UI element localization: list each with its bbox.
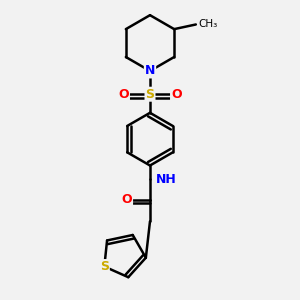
Text: O: O bbox=[122, 193, 132, 206]
Text: O: O bbox=[171, 88, 182, 101]
Text: S: S bbox=[146, 88, 154, 101]
Text: O: O bbox=[118, 88, 129, 101]
Text: S: S bbox=[100, 260, 109, 273]
Text: NH: NH bbox=[156, 173, 176, 186]
Text: CH₃: CH₃ bbox=[198, 20, 218, 29]
Text: N: N bbox=[145, 64, 155, 77]
